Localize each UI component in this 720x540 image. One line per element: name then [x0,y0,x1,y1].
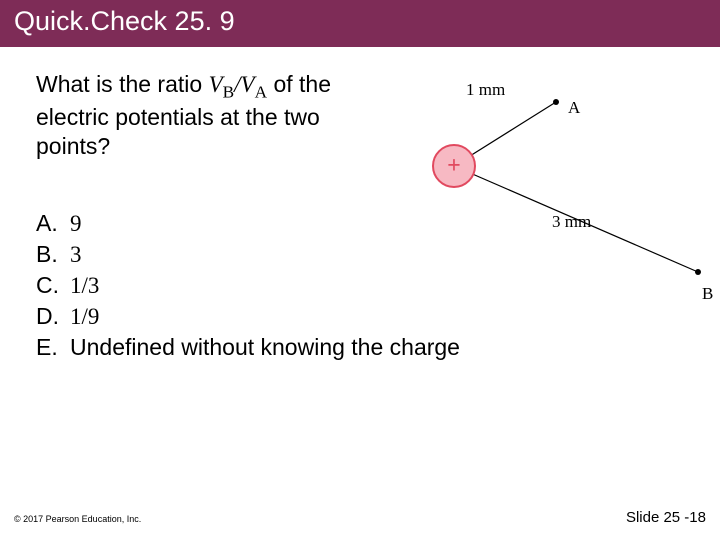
choice-text: 1/9 [70,304,99,329]
point-b-dot [695,269,701,275]
choice-c: C. 1/3 [36,272,460,299]
plus-icon: + [447,153,461,179]
question-prefix: What is the ratio [36,71,209,97]
slide-number: Slide 25 -18 [626,509,706,526]
choice-letter: B. [36,241,70,268]
distance-1-label: 1 mm [466,80,505,100]
var-vb: V [209,72,223,97]
choice-letter: C. [36,272,70,299]
var-va: V [241,72,255,97]
sub-a: A [255,83,267,102]
choices-list: A. 9 B. 3 C. 1/3 D. 1/9 E. Undefined wit… [36,210,460,365]
figure-svg: + [402,62,712,292]
choice-text: 9 [70,211,82,236]
choice-e: E. Undefined without knowing the charge [36,334,460,361]
sub-b: B [223,83,235,102]
point-a-label: A [568,98,580,118]
title-bar: Quick.Check 25. 9 [0,0,720,47]
copyright-text: © 2017 Pearson Education, Inc. [14,514,141,524]
choice-letter: D. [36,303,70,330]
choice-a: A. 9 [36,210,460,237]
point-a-dot [553,99,559,105]
choice-text: 1/3 [70,273,99,298]
choice-d: D. 1/9 [36,303,460,330]
choice-letter: E. [36,334,70,361]
choice-b: B. 3 [36,241,460,268]
question-text: What is the ratio VB/VA of the electric … [36,70,396,161]
choice-text: Undefined without knowing the charge [70,334,460,361]
choice-letter: A. [36,210,70,237]
title-text: Quick.Check 25. 9 [14,6,235,37]
choice-text: 3 [70,242,82,267]
distance-2-label: 3 mm [552,212,591,232]
slide: Quick.Check 25. 9 What is the ratio VB/V… [0,0,720,540]
point-b-label: B [702,284,713,304]
figure: + 1 mm 3 mm A B [402,62,712,292]
